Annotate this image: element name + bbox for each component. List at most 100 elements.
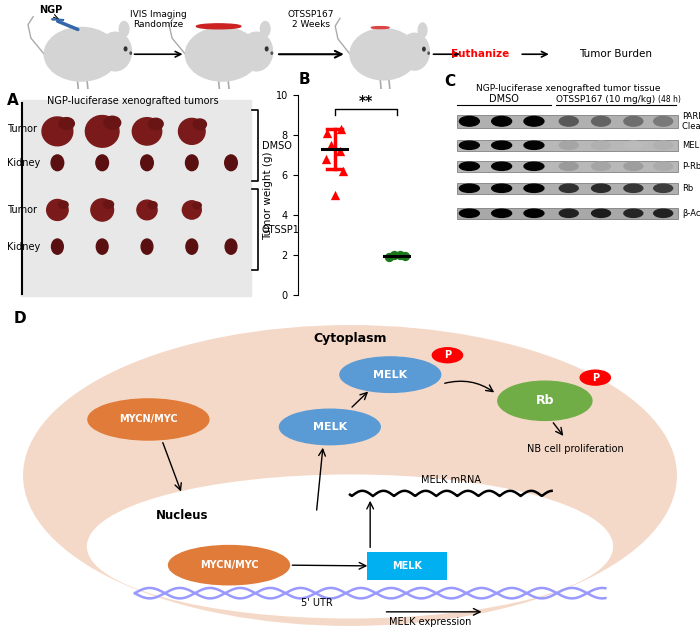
Point	[326, 140, 337, 150]
Point	[334, 146, 345, 156]
Bar	[457, 208, 678, 219]
Text: P: P	[444, 351, 451, 360]
Text: P: P	[592, 373, 598, 383]
Text: NGP-luciferase xenografted tumors: NGP-luciferase xenografted tumors	[47, 96, 219, 106]
Bar	[21, 100, 251, 297]
Ellipse shape	[592, 162, 610, 170]
Ellipse shape	[654, 162, 673, 170]
Ellipse shape	[559, 162, 578, 170]
Text: B: B	[299, 72, 310, 87]
Ellipse shape	[169, 545, 290, 585]
Ellipse shape	[186, 239, 197, 254]
Ellipse shape	[559, 141, 578, 149]
Text: MELK: MELK	[373, 370, 407, 380]
Ellipse shape	[279, 409, 380, 444]
Ellipse shape	[592, 141, 610, 149]
Text: Tumor: Tumor	[7, 124, 37, 134]
Text: PARP
Cleaved PARP: PARP Cleaved PARP	[682, 112, 700, 131]
Text: Tumor Burden: Tumor Burden	[579, 50, 652, 59]
Text: OTSSP167 (10 mg/kg): OTSSP167 (10 mg/kg)	[556, 95, 656, 104]
Ellipse shape	[459, 184, 480, 192]
Point	[321, 154, 332, 164]
Ellipse shape	[240, 32, 272, 71]
Ellipse shape	[592, 116, 610, 126]
Text: MELK expression: MELK expression	[389, 617, 472, 627]
Text: Tumor: Tumor	[7, 205, 37, 215]
Text: MELK: MELK	[392, 561, 422, 571]
Text: MELK mRNA: MELK mRNA	[421, 475, 481, 485]
Point	[394, 250, 405, 260]
Text: Rb: Rb	[536, 394, 554, 407]
Point	[335, 124, 346, 135]
Ellipse shape	[498, 381, 592, 420]
Text: Nucleus: Nucleus	[155, 509, 209, 522]
Ellipse shape	[654, 141, 673, 149]
Bar	[457, 115, 678, 128]
Ellipse shape	[624, 141, 643, 149]
Text: DMSO: DMSO	[262, 141, 292, 150]
Ellipse shape	[85, 116, 119, 147]
Text: Rb: Rb	[682, 184, 693, 193]
Ellipse shape	[44, 27, 118, 81]
Ellipse shape	[400, 33, 429, 70]
Point	[322, 128, 333, 138]
Text: DMSO: DMSO	[489, 94, 519, 104]
Ellipse shape	[132, 117, 162, 145]
Text: C: C	[444, 74, 456, 90]
Ellipse shape	[491, 184, 512, 192]
Ellipse shape	[428, 52, 429, 54]
Ellipse shape	[265, 47, 268, 51]
Text: NB cell proliferation: NB cell proliferation	[526, 444, 624, 454]
Ellipse shape	[52, 239, 63, 254]
Ellipse shape	[42, 117, 73, 146]
Ellipse shape	[119, 22, 129, 37]
Ellipse shape	[559, 116, 578, 126]
Y-axis label: Tumor weight (g): Tumor weight (g)	[262, 151, 273, 239]
Text: Kidney: Kidney	[7, 158, 41, 168]
Text: Kidney: Kidney	[7, 242, 41, 251]
Point	[329, 190, 340, 201]
Ellipse shape	[141, 155, 153, 171]
Text: D: D	[14, 311, 27, 326]
Ellipse shape	[148, 118, 163, 130]
Ellipse shape	[24, 326, 676, 625]
Ellipse shape	[59, 201, 68, 208]
Point	[399, 251, 410, 262]
Text: MELK: MELK	[682, 141, 700, 150]
Text: 5' UTR: 5' UTR	[300, 598, 332, 608]
Ellipse shape	[418, 23, 427, 37]
Ellipse shape	[148, 201, 157, 208]
Ellipse shape	[88, 399, 209, 440]
Ellipse shape	[97, 239, 108, 254]
Ellipse shape	[178, 118, 205, 144]
Ellipse shape	[491, 141, 512, 149]
Text: (48 h): (48 h)	[658, 95, 680, 104]
Ellipse shape	[580, 370, 610, 385]
Ellipse shape	[423, 48, 425, 51]
Ellipse shape	[491, 209, 512, 217]
Ellipse shape	[260, 22, 270, 37]
Bar	[457, 183, 678, 194]
Text: **: **	[358, 94, 373, 108]
Ellipse shape	[654, 209, 673, 217]
Ellipse shape	[592, 184, 610, 192]
Text: MELK: MELK	[313, 422, 347, 432]
Ellipse shape	[47, 199, 68, 220]
Ellipse shape	[88, 476, 612, 617]
Bar	[457, 161, 678, 171]
FancyBboxPatch shape	[367, 552, 447, 580]
Point	[337, 166, 349, 177]
Ellipse shape	[459, 141, 480, 149]
Text: A: A	[7, 93, 19, 107]
Ellipse shape	[624, 209, 643, 217]
Text: NGP: NGP	[39, 4, 62, 15]
Ellipse shape	[654, 116, 673, 126]
Ellipse shape	[592, 209, 610, 217]
Ellipse shape	[96, 155, 108, 171]
Text: NGP-luciferase xenografted tumor tissue: NGP-luciferase xenografted tumor tissue	[477, 84, 661, 93]
Ellipse shape	[524, 116, 544, 126]
Ellipse shape	[459, 209, 480, 217]
Text: Cytoplasm: Cytoplasm	[314, 331, 386, 345]
Ellipse shape	[186, 155, 198, 171]
Ellipse shape	[141, 239, 153, 254]
